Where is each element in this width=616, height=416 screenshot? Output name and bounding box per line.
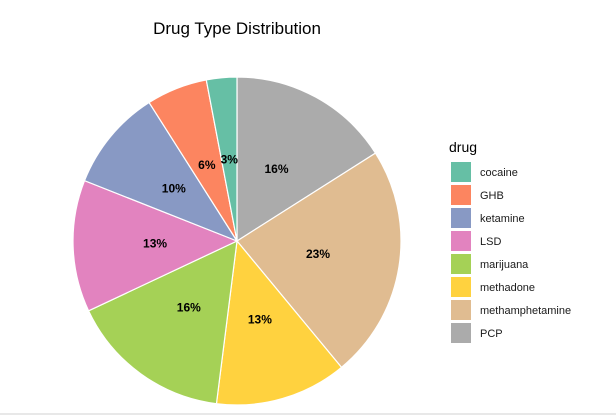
slice-label-lsd: 13%	[143, 237, 167, 251]
slice-label-methamphetamine: 23%	[306, 247, 330, 261]
pie-slice-methamphetamine	[236, 152, 402, 369]
legend-label-methamphetamine: methamphetamine	[480, 305, 571, 317]
legend: drug cocaine GHB ketamine LSD marijuana metha…	[449, 139, 571, 343]
slice-label-ghb: 6%	[198, 158, 216, 172]
slice-labels: 16% 23% 13% 16% 13% 10% 6% 3%	[143, 152, 330, 326]
legend-swatch-lsd	[451, 231, 471, 251]
pie-slice-marijuana	[87, 239, 238, 405]
legend-swatch-methamphetamine	[451, 300, 471, 320]
pie-slice-lsd	[72, 179, 239, 312]
slice-label-marijuana: 16%	[177, 300, 201, 314]
legend-swatch-ghb	[451, 185, 471, 205]
legend-swatch-ketamine	[451, 208, 471, 228]
legend-label-ketamine: ketamine	[480, 213, 525, 225]
legend-swatch-methadone	[451, 277, 471, 297]
legend-swatch-pcp	[451, 323, 471, 343]
legend-label-pcp: PCP	[480, 328, 503, 340]
legend-label-lsd: LSD	[480, 236, 501, 248]
pie-slice-methadone	[215, 239, 343, 406]
slice-label-pcp: 16%	[264, 162, 288, 176]
slice-label-cocaine: 3%	[221, 152, 239, 166]
legend-label-cocaine: cocaine	[480, 167, 518, 179]
pie-slice-ketamine	[83, 101, 239, 243]
legend-swatch-marijuana	[451, 254, 471, 274]
legend-label-ghb: GHB	[480, 190, 504, 202]
pie-slice-cocaine	[205, 76, 238, 242]
legend-label-methadone: methadone	[480, 282, 535, 294]
legend-label-marijuana: marijuana	[480, 259, 529, 271]
pie-slices	[72, 76, 402, 406]
slice-label-ketamine: 10%	[162, 182, 186, 196]
slice-label-methadone: 13%	[248, 313, 272, 327]
chart-title: Drug Type Distribution	[153, 19, 321, 38]
pie-slice-pcp	[236, 76, 377, 243]
legend-title: drug	[449, 139, 477, 155]
legend-swatch-cocaine	[451, 162, 471, 182]
